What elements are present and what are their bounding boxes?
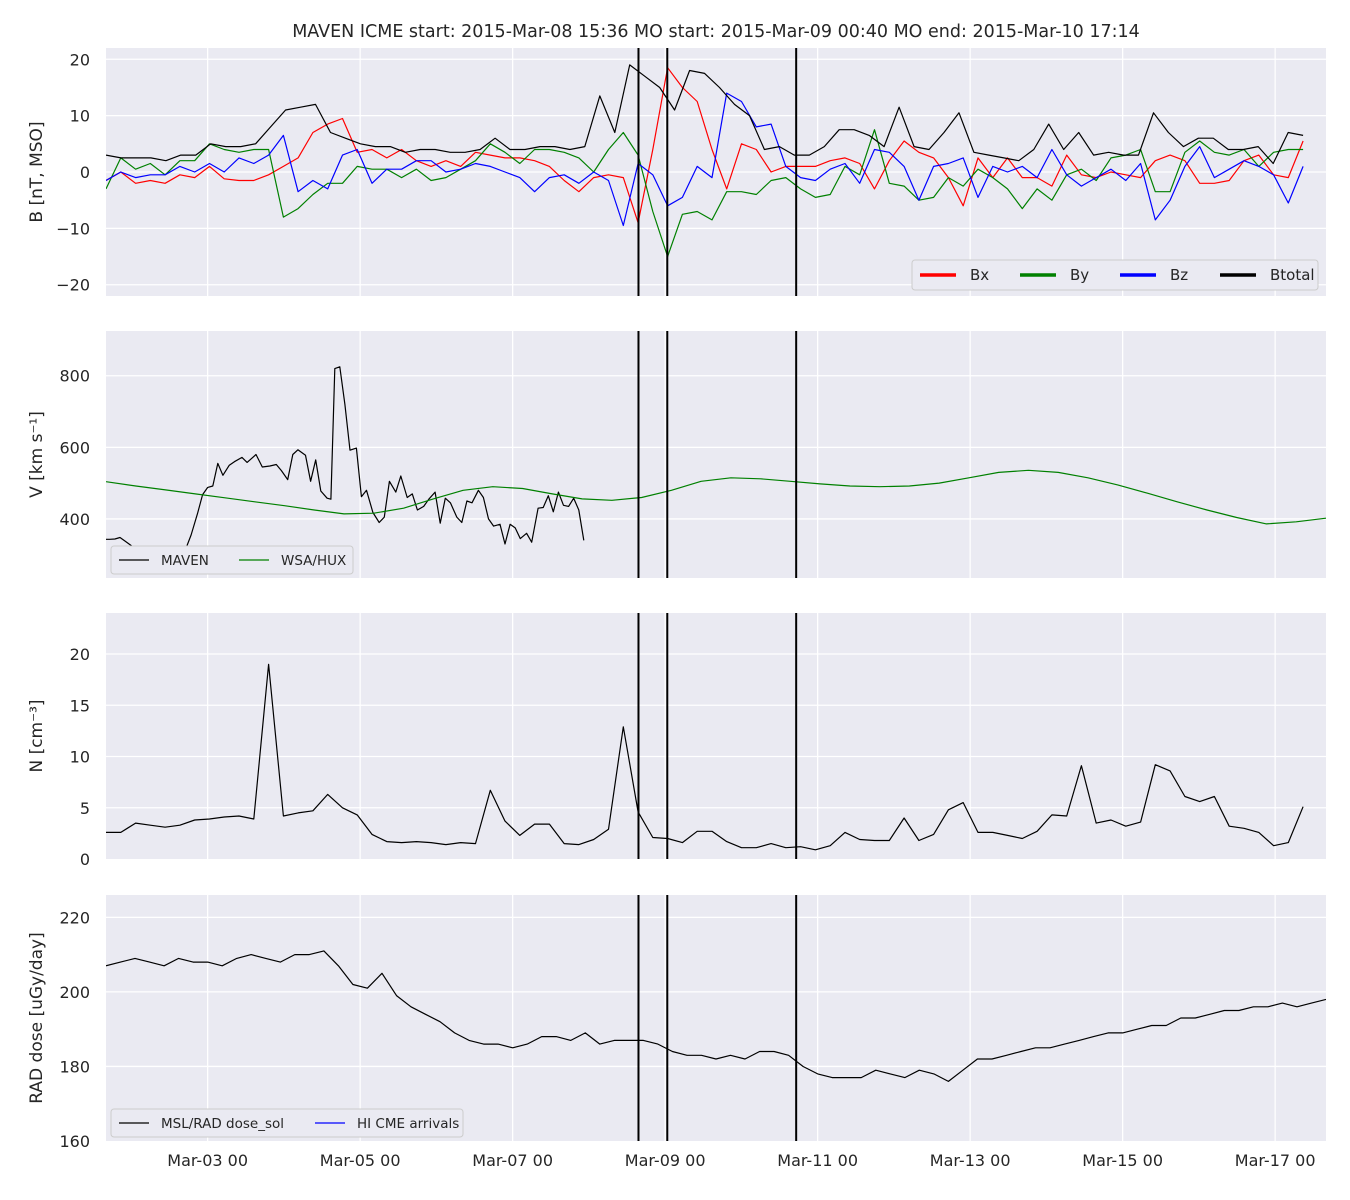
x-tick-label: Mar-03 00 bbox=[167, 1151, 248, 1170]
x-tick-label: Mar-17 00 bbox=[1235, 1151, 1316, 1170]
legend-box bbox=[110, 545, 354, 575]
series-group bbox=[106, 64, 1304, 258]
y-tick-label: 0 bbox=[80, 850, 90, 869]
x-tick-label: Mar-11 00 bbox=[777, 1151, 858, 1170]
y-tick-label: 600 bbox=[59, 438, 90, 457]
plot-area bbox=[106, 895, 1326, 1141]
series-line-bx bbox=[106, 67, 1304, 224]
y-axis-label: RAD dose [uGy/day] bbox=[27, 932, 47, 1103]
y-tick-label: 220 bbox=[59, 908, 90, 927]
x-tick-label: Mar-05 00 bbox=[320, 1151, 401, 1170]
legend-label: By bbox=[1070, 266, 1089, 284]
y-axis-label: N [cm⁻³] bbox=[27, 699, 47, 772]
y-axis-label: B [nT, MSO] bbox=[27, 121, 47, 222]
y-tick-label: 180 bbox=[59, 1057, 90, 1076]
x-tick-label: Mar-13 00 bbox=[930, 1151, 1011, 1170]
series-line-msl-rad-dose-sol bbox=[106, 950, 1326, 1083]
panel-2: 400 600 800 V [km s⁻¹] MAVEN WSA/HUX bbox=[27, 331, 1326, 578]
y-tick-label: 160 bbox=[59, 1132, 90, 1151]
y-tick-label: 200 bbox=[59, 983, 90, 1002]
x-tick-label: Mar-15 00 bbox=[1082, 1151, 1163, 1170]
y-tick-label: −10 bbox=[56, 219, 90, 238]
plot-area bbox=[106, 331, 1326, 578]
legend: Bx By Bz Btotal bbox=[911, 259, 1319, 291]
panel-1: −20 −10 0 10 20 B [nT, MSO] Bx By Bz Btotal bbox=[27, 48, 1326, 296]
x-tick-label: Mar-09 00 bbox=[625, 1151, 706, 1170]
series-line-bz bbox=[106, 92, 1304, 227]
y-tick-label: −20 bbox=[56, 276, 90, 295]
y-tick-label: 0 bbox=[80, 163, 90, 182]
series-group bbox=[106, 366, 1326, 561]
y-tick-label: 400 bbox=[59, 510, 90, 529]
legend-box bbox=[110, 1108, 464, 1138]
legend-label: MAVEN bbox=[161, 553, 209, 569]
series-group bbox=[106, 663, 1304, 851]
figure-title: MAVEN ICME start: 2015-Mar-08 15:36 MO s… bbox=[292, 22, 1140, 42]
panel-3: 0 5 10 15 20 N [cm⁻³] bbox=[27, 613, 1326, 869]
y-tick-label: 10 bbox=[70, 748, 90, 767]
y-axis-label: V [km s⁻¹] bbox=[27, 411, 47, 498]
y-tick-label: 5 bbox=[80, 799, 90, 818]
legend-label: MSL/RAD dose_sol bbox=[161, 1116, 284, 1132]
y-tick-label: 20 bbox=[70, 50, 90, 69]
series-line-btotal bbox=[106, 64, 1304, 165]
series-group bbox=[106, 950, 1326, 1083]
legend-label: Bz bbox=[1170, 266, 1188, 284]
series-line-wsa-hux bbox=[106, 469, 1326, 525]
legend-label: WSA/HUX bbox=[281, 553, 346, 569]
x-tick-label: Mar-07 00 bbox=[472, 1151, 553, 1170]
legend-label: Bx bbox=[970, 266, 989, 284]
legend: MAVEN WSA/HUX bbox=[110, 545, 354, 575]
plot-area bbox=[106, 613, 1326, 859]
series-line-maven bbox=[106, 663, 1304, 851]
legend-label: Btotal bbox=[1270, 266, 1315, 284]
panel-4: Mar-03 00 Mar-05 00 Mar-07 00 Mar-09 00 Mar-… bbox=[27, 895, 1326, 1170]
y-tick-label: 15 bbox=[70, 696, 90, 715]
legend: MSL/RAD dose_sol HI CME arrivals bbox=[110, 1108, 464, 1138]
legend-label: HI CME arrivals bbox=[357, 1116, 459, 1132]
series-line-by bbox=[106, 129, 1304, 258]
y-tick-label: 20 bbox=[70, 645, 90, 664]
y-tick-label: 800 bbox=[59, 367, 90, 386]
series-line-maven bbox=[106, 366, 585, 561]
panels: −20 −10 0 10 20 B [nT, MSO] Bx By Bz Btotal 400 600… bbox=[27, 48, 1326, 1170]
legend-box bbox=[911, 259, 1319, 291]
y-tick-label: 10 bbox=[70, 107, 90, 126]
